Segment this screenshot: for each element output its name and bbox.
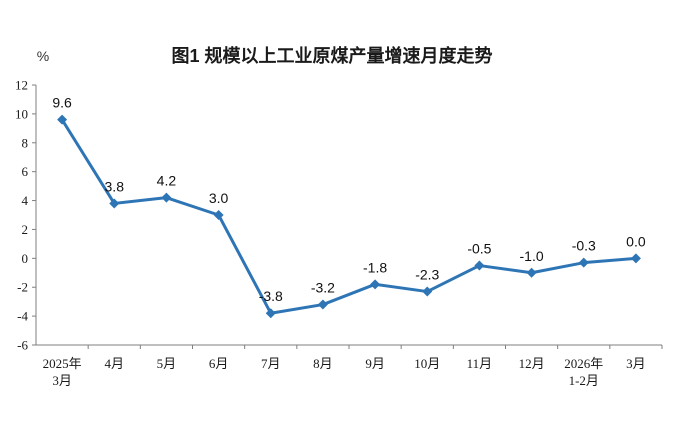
x-axis-label: 10月 [414,356,440,371]
data-point-label: 3.8 [105,178,125,194]
y-axis-label: 12 [15,78,28,93]
data-point-marker [213,210,224,220]
data-point-label: 0.0 [626,233,646,249]
y-axis-unit-label: % [37,48,49,64]
x-axis-label: 5月 [157,356,177,371]
data-point-label: -0.5 [467,241,491,257]
y-axis-label: -4 [17,309,28,324]
data-point-label: -3.8 [259,288,283,304]
data-point-label: -1.0 [520,248,544,264]
data-point-marker [317,299,328,310]
plot-area: 12 10 8 6 4 2 0 -2 -4 -6 2025年 3月 4月 5月 6月 7月 8月 9月 10月 11月… [15,78,663,388]
data-point-marker [265,308,276,319]
data-point-label: -1.8 [363,259,387,275]
y-axis-label: -6 [17,338,28,353]
x-axis-label: 2025年 3月 [43,356,82,388]
data-point-marker [57,114,68,125]
data-point-label: 3.0 [209,190,229,206]
data-point-marker [630,253,641,264]
x-axis-label: 4月 [104,356,124,371]
y-axis-label: 8 [22,135,29,150]
y-axis-label: 10 [15,106,28,121]
y-axis-label: 4 [22,193,29,208]
data-point-marker [370,279,381,290]
x-axis-label: 7月 [261,356,281,371]
x-axis-label: 12月 [519,356,545,371]
data-point-marker [161,192,172,203]
y-axis-label: 6 [22,164,29,179]
data-point-label: 9.6 [52,95,72,111]
data-point-label: -2.3 [415,267,439,283]
data-point-marker [109,198,120,209]
x-axis-label: 8月 [313,356,333,371]
y-axis-label: -2 [17,280,28,295]
data-point-marker [578,257,589,268]
data-point-label: -3.2 [311,280,335,296]
data-point-label: -0.3 [572,238,596,254]
data-point-label: 4.2 [157,173,177,189]
data-point-marker [474,260,485,271]
y-axis-label: 0 [22,251,29,266]
chart-title: 图1 规模以上工业原煤产量增速月度走势 [171,45,492,66]
x-axis-label: 3月 [626,356,646,371]
x-axis-label: 6月 [209,356,229,371]
x-axis-label: 9月 [365,356,385,371]
y-axis-label: 2 [22,222,29,237]
x-axis-label: 11月 [467,356,493,371]
data-line [60,118,638,315]
data-point-marker [422,286,433,297]
x-axis-label: 2026年 1-2月 [564,356,603,388]
data-point-marker [526,267,537,278]
axis-lines [35,85,662,346]
